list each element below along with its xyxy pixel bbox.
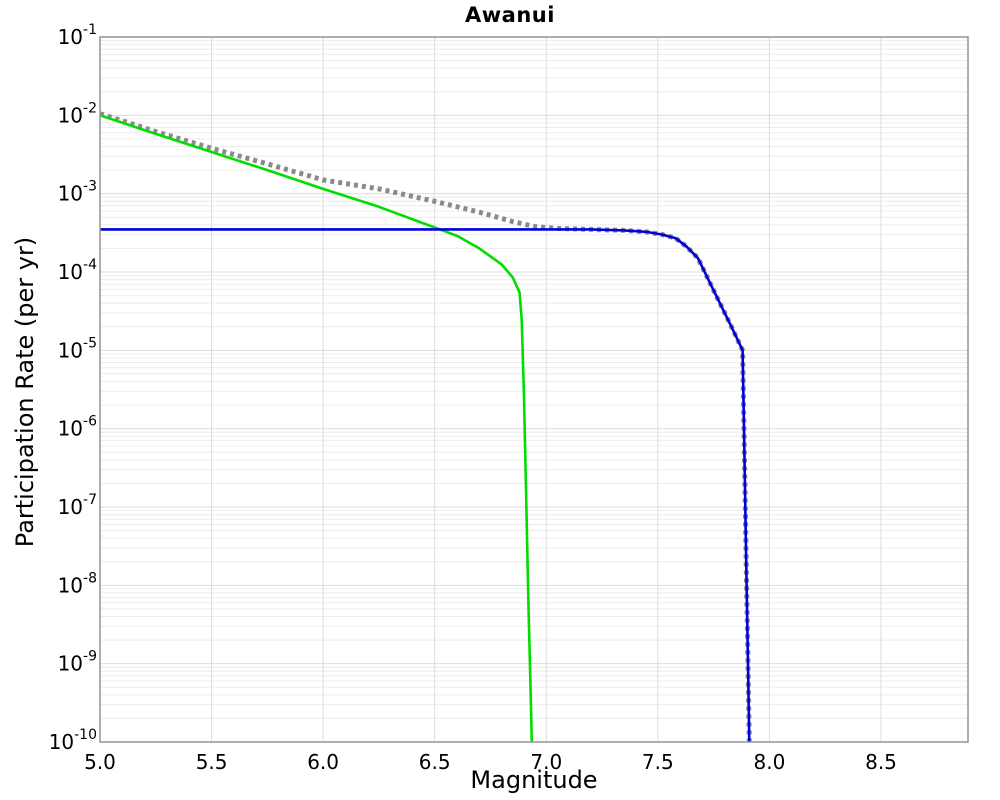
y-axis-label: Participation Rate (per yr) [11,236,39,548]
y-tick-label: 10-4 [58,257,98,284]
y-tick-label: 10-9 [58,649,97,676]
y-tick-label: 10-5 [58,335,97,362]
x-tick-label: 6.5 [419,750,451,774]
y-tick-label: 10-3 [58,179,97,206]
chart-title: Awanui [465,3,555,27]
y-tick-label: 10-7 [58,492,97,519]
x-tick-label: 8.0 [753,750,785,774]
y-tick-label: 10-6 [58,414,98,441]
y-tick-label: 10-2 [58,100,97,127]
series-total-rate-dotted-gray [99,111,752,743]
x-tick-label: 7.0 [530,750,562,774]
series-gutenberg-richter-green [99,114,534,743]
x-tick-label: 5.5 [196,750,228,774]
plot-border [99,36,969,743]
x-tick-label: 5.0 [84,750,116,774]
x-tick-label: 7.5 [642,750,674,774]
x-tick-label: 8.5 [865,750,897,774]
x-tick-label: 6.0 [307,750,339,774]
y-tick-label: 10-8 [58,570,97,597]
series-characteristic-blue [100,228,751,743]
x-axis-label: Magnitude [470,766,598,794]
y-tick-label: 10-1 [58,22,97,49]
